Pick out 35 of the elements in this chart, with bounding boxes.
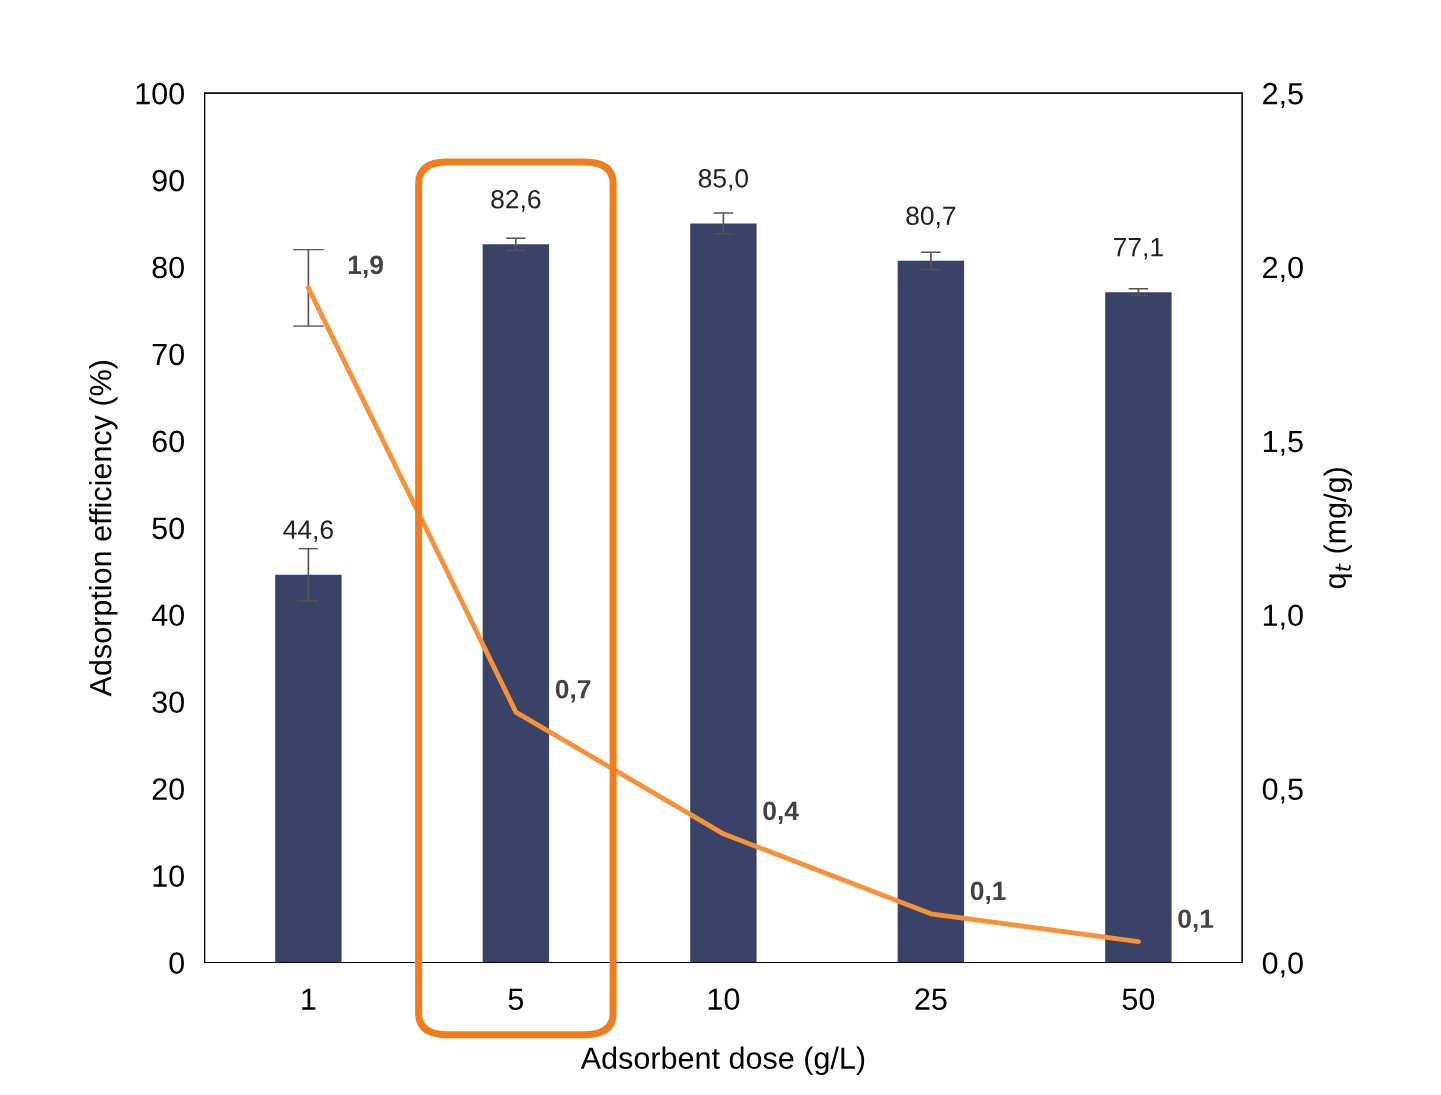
- y-tick-label: 100: [136, 82, 184, 105]
- data-label: 0,1: [970, 881, 1006, 905]
- x-tick-label: 5: [508, 988, 524, 1010]
- data-label: 82,6: [491, 189, 541, 212]
- y2-tick-label: 2,0: [1263, 256, 1303, 282]
- y-tick-label: 60: [152, 430, 184, 453]
- data-label: 1,9: [348, 255, 383, 279]
- data-label: 85,0: [698, 169, 749, 191]
- y2-tick-label: 1,5: [1263, 430, 1303, 456]
- y-tick-label: 90: [152, 169, 184, 192]
- x-tick-label: 50: [1122, 988, 1155, 1010]
- data-label: 0,7: [555, 679, 591, 703]
- y-tick-label: 20: [152, 778, 184, 800]
- y2-axis-title: q$_{t}$ (mg/g): [1323, 468, 1352, 589]
- x-tick-label: 10: [708, 988, 740, 1010]
- data-label: 0,4: [763, 801, 799, 825]
- y-tick-label: 0: [169, 952, 184, 974]
- y2-tick-label: 1,0: [1263, 604, 1303, 630]
- y-tick-label: 80: [152, 256, 184, 279]
- data-label: 80,7: [906, 206, 956, 229]
- data-label: 77,1: [1114, 237, 1163, 260]
- y-axis-title: Adsorption efficiency (%): [89, 360, 118, 697]
- y-tick-label: 30: [152, 691, 184, 714]
- y2-tick-label: 0,0: [1262, 952, 1303, 978]
- y-tick-label: 70: [152, 343, 184, 366]
- y-tick-label: 40: [151, 604, 184, 627]
- y2-tick-label: 2,5: [1263, 82, 1303, 109]
- y-tick-label: 50: [152, 517, 184, 540]
- y2-tick-label: 0,5: [1262, 778, 1303, 804]
- y-tick-label: 10: [153, 865, 184, 887]
- x-axis-title: Adsorbent dose (g/L): [580, 1046, 865, 1076]
- data-label: 0,1: [1178, 909, 1214, 932]
- x-tick-label: 1: [302, 988, 316, 1010]
- x-tick-label: 25: [915, 988, 947, 1010]
- data-label: 44,6: [283, 520, 333, 543]
